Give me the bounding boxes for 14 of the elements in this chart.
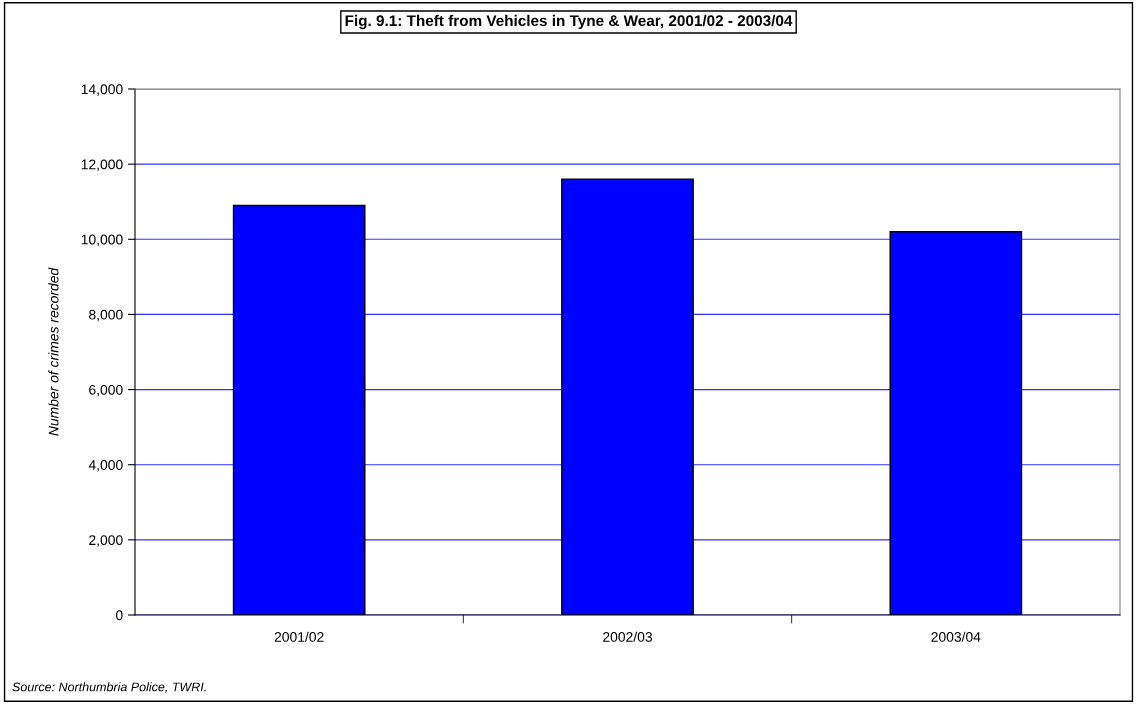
y-tick-label: 14,000 (81, 84, 123, 96)
y-tick-label: 4,000 (88, 460, 123, 472)
y-tick-label: 12,000 (81, 159, 123, 171)
y-tick-label: 2,000 (89, 535, 123, 547)
y-tick-label: 0 (116, 610, 123, 621)
x-tick-label: 2003/04 (931, 631, 981, 642)
y-tick-label: 10,000 (81, 234, 123, 247)
y-tick-label: 8,000 (89, 309, 123, 322)
y-axis-title: Number of crimes recorded (48, 267, 59, 436)
source-note: Source: Northumbria Police, TWRI. (12, 682, 206, 693)
chart-title: Fig. 9.1: Theft from Vehicles in Tyne & Wear, 2001/02 - 2003/04 (345, 14, 793, 30)
y-tick-label: 6,000 (89, 384, 123, 397)
x-tick-label: 2001/02 (274, 631, 324, 642)
x-tick-label: 2002/03 (603, 631, 652, 642)
